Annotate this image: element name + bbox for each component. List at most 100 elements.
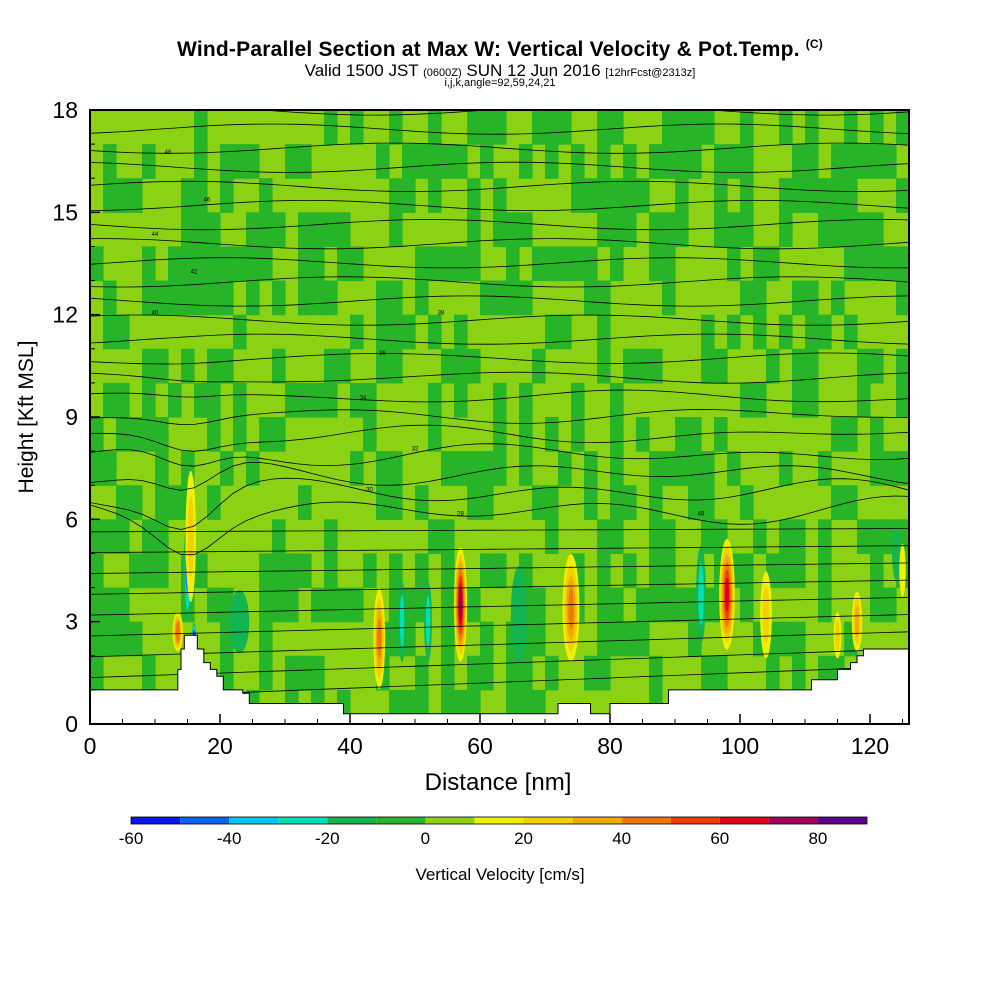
field-cell [116, 621, 130, 640]
isentrope-line [90, 596, 909, 616]
field-cell [662, 110, 676, 128]
field-cell [103, 399, 117, 418]
updraft-cell [458, 588, 463, 621]
field-cell [441, 348, 455, 367]
field-cell [90, 434, 104, 452]
x-tick-label: 80 [597, 733, 623, 759]
field-cell [493, 110, 507, 128]
field-cell [324, 297, 338, 316]
field-cell [376, 365, 390, 384]
field-cell [675, 127, 689, 145]
field-cell [207, 502, 221, 520]
field-cell [571, 195, 585, 213]
field-cell [467, 502, 481, 520]
field-cell [610, 621, 624, 640]
field-cell [701, 314, 715, 333]
field-cell [623, 570, 637, 589]
field-cell [584, 246, 598, 265]
field-cell [428, 195, 442, 213]
field-cell [532, 502, 546, 520]
field-cell [350, 587, 364, 606]
field-cell [324, 348, 338, 367]
field-cell [389, 468, 403, 486]
field-cell [805, 144, 819, 162]
field-cell [766, 246, 780, 265]
field-cell [103, 280, 117, 299]
field-cell [649, 587, 663, 606]
field-cell [701, 451, 715, 469]
field-cell [363, 399, 377, 418]
field-cell [103, 161, 117, 179]
field-cell [311, 382, 325, 401]
field-cell [194, 246, 208, 265]
field-cell [636, 348, 650, 367]
field-cell [584, 672, 598, 691]
downdraft-cell [425, 595, 431, 648]
downdraft-cell [510, 566, 528, 664]
field-cell [701, 485, 715, 503]
field-cell [675, 451, 689, 469]
field-cell [142, 382, 156, 401]
field-cell [753, 331, 767, 350]
field-cell [792, 519, 806, 537]
field-cell [350, 451, 364, 469]
field-cell [792, 399, 806, 418]
isentrope-line [90, 123, 909, 135]
field-cell [844, 485, 858, 503]
field-cell [129, 553, 143, 572]
field-cell [415, 485, 429, 503]
field-cell [688, 144, 702, 162]
field-cell [532, 638, 546, 657]
field-cell [181, 212, 195, 230]
field-cell [207, 263, 221, 282]
field-cell [376, 331, 390, 350]
field-cell [675, 229, 689, 248]
field-cell [90, 263, 104, 282]
field-cell [337, 229, 351, 248]
field-cell [896, 297, 909, 316]
field-cell [662, 587, 676, 606]
field-cell [623, 178, 637, 196]
field-cell [844, 229, 858, 248]
field-cell [350, 468, 364, 486]
field-cell [701, 331, 715, 350]
field-cell [259, 212, 273, 230]
field-cell [688, 127, 702, 145]
field-cell [116, 417, 130, 435]
field-cell [831, 280, 845, 299]
field-cell [545, 144, 559, 162]
field-cell [818, 553, 832, 572]
field-cell [597, 519, 611, 537]
field-cell [649, 655, 663, 674]
field-cell [545, 161, 559, 179]
field-cell [883, 263, 897, 282]
field-cell [545, 263, 559, 282]
field-cell [597, 297, 611, 316]
field-cell [220, 246, 234, 265]
field-cell [597, 314, 611, 333]
field-cell [857, 229, 871, 248]
field-cell [233, 382, 247, 401]
field-cell [597, 536, 611, 555]
field-cell [896, 451, 909, 469]
field-cell [779, 621, 793, 640]
field-cell [389, 553, 403, 572]
field-cell [493, 399, 507, 418]
field-cell [623, 348, 637, 367]
field-cell [155, 553, 169, 572]
field-cell [558, 468, 572, 486]
field-cell [220, 655, 234, 674]
field-cell [675, 110, 689, 128]
field-cell [844, 331, 858, 350]
field-cell [857, 348, 871, 367]
field-cell [298, 655, 312, 674]
field-cell [714, 417, 728, 435]
field-cell [259, 604, 273, 623]
field-cell [311, 212, 325, 230]
field-cell [480, 638, 494, 657]
field-cell [246, 468, 260, 486]
field-cell [324, 229, 338, 248]
field-cell [519, 399, 533, 418]
field-cell [298, 672, 312, 691]
